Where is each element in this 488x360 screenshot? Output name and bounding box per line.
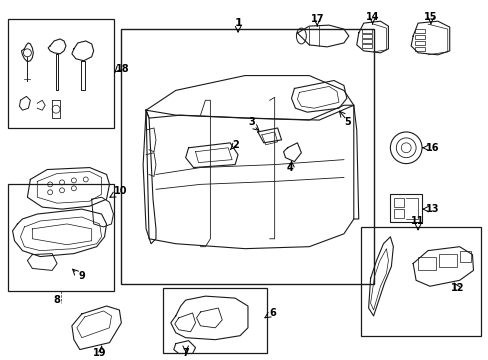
Text: 10: 10 [113,186,127,196]
Bar [360,227,480,336]
Text: 14: 14 [365,12,379,22]
Bar [389,194,421,222]
Text: 1: 1 [234,18,242,28]
Bar [414,47,424,51]
Text: 13: 13 [425,204,439,214]
Bar [8,184,114,291]
Text: 7: 7 [182,347,189,357]
Bar [361,34,371,38]
Bar [414,29,424,33]
Text: 6: 6 [269,308,276,318]
Text: 15: 15 [423,12,437,22]
Bar [393,198,404,207]
Bar [414,35,424,39]
Text: 17: 17 [310,14,323,24]
Text: 3: 3 [248,117,255,127]
Bar [361,44,371,48]
Bar [393,209,404,218]
Bar [8,19,114,128]
Bar [417,257,435,270]
Text: 4: 4 [285,163,292,172]
Text: 8: 8 [54,295,61,305]
Text: 5: 5 [343,117,350,127]
Text: 11: 11 [410,216,424,226]
Bar [361,29,371,33]
Text: 16: 16 [425,143,439,153]
Bar [414,41,424,45]
Text: 19: 19 [93,347,106,357]
Text: 2: 2 [232,140,239,150]
Bar [438,253,456,267]
Bar [361,39,371,43]
Bar [459,251,470,261]
Text: 18: 18 [116,64,130,74]
Bar [121,29,373,284]
Bar [163,288,266,352]
Text: 12: 12 [450,283,464,293]
Text: 9: 9 [78,271,85,282]
